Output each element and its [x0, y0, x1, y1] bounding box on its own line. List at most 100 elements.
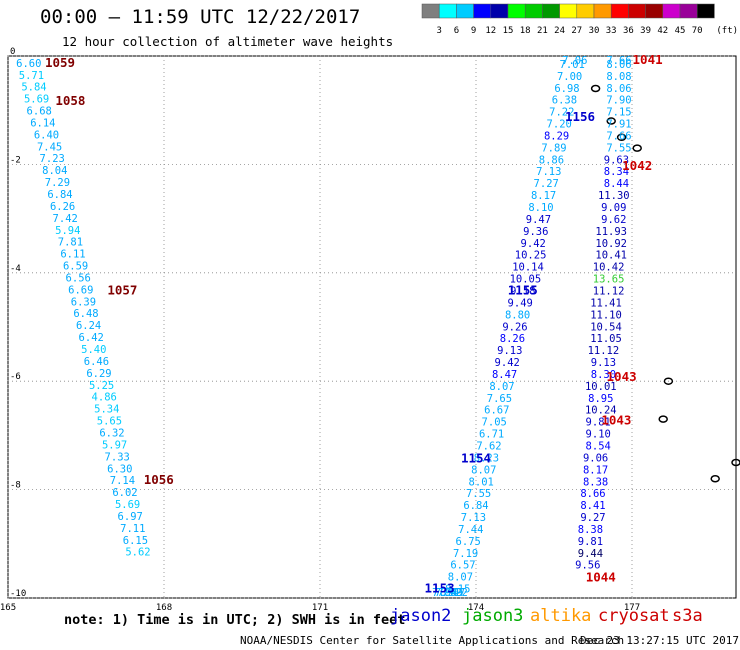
legend-cryosat: cryosat [598, 606, 670, 626]
pass-time-label: 1043 [601, 413, 631, 428]
swh-value: 5.97 [102, 439, 127, 451]
swh-value: 7.23 [40, 153, 65, 165]
swh-value: 7.55 [466, 488, 491, 500]
colorbar-label: 12 [485, 26, 496, 36]
swh-value: 6.98 [554, 83, 579, 95]
swh-value: 8.07 [448, 572, 473, 584]
swh-value: 7.91 [435, 587, 460, 599]
swh-value: 7.22 [443, 587, 468, 599]
credits-text: NOAA/NESDIS Center for Satellite Applica… [240, 634, 625, 647]
swh-value: 6.26 [50, 201, 75, 213]
swh-value: 8.04 [42, 165, 67, 177]
swh-value: 9.49 [508, 297, 533, 309]
colorbar-label: 3 [436, 26, 441, 36]
swh-value: 8.26 [500, 333, 525, 345]
swh-value: 6.14 [30, 117, 55, 129]
swh-value: 7.33 [105, 451, 130, 463]
swh-value: 11.30 [598, 190, 630, 202]
pass-time-label: 1154 [461, 451, 491, 466]
swh-value: 6.24 [76, 320, 101, 332]
swh-value: 9.10 [586, 429, 611, 441]
pass-time-label: 1058 [55, 93, 85, 108]
swh-value: 9.36 [523, 226, 548, 238]
swh-value: 9.81 [578, 536, 603, 548]
y-tick-label: -4 [10, 264, 21, 274]
island-outline [616, 133, 627, 142]
swh-value: 5.84 [21, 82, 46, 94]
swh-value: 8.01 [469, 476, 494, 488]
x-tick-label: 177 [624, 603, 640, 610]
colorbar-legend: 3 6 9 12 15 18 21 24 27 30 33 36 39 42 45 70 (ft) [421, 3, 738, 36]
pass-time-label: 1156 [565, 109, 595, 124]
pass-time-label: 1059 [45, 55, 75, 70]
swh-value: 7.15 [606, 107, 631, 119]
swh-value: 7.00 [557, 71, 582, 83]
swh-value: 10.01 [585, 381, 617, 393]
colorbar-label: 30 [589, 26, 600, 36]
swh-value: 7.20 [547, 119, 572, 131]
swh-value: 8.06 [606, 83, 631, 95]
swh-value: 11.93 [595, 226, 627, 238]
colorbar-label: 24 [554, 26, 565, 36]
swh-value: 9.27 [580, 512, 605, 524]
swh-value: 6.40 [34, 129, 59, 141]
swh-value: 10.25 [515, 250, 547, 262]
swh-value: 8.10 [528, 202, 553, 214]
swh-value: 9.56 [575, 560, 600, 572]
swh-value: 9.81 [586, 417, 611, 429]
swh-value: 8.08 [606, 71, 631, 83]
swh-value: 10.54 [590, 321, 622, 333]
swh-value: 8.17 [531, 190, 556, 202]
swh-value: 8.54 [586, 440, 611, 452]
swh-value: 7.29 [45, 177, 70, 189]
swh-value: 6.39 [71, 296, 96, 308]
swh-value: 6.02 [112, 487, 137, 499]
swh-value: 7.11 [120, 523, 145, 535]
swh-value: 5.69 [115, 499, 140, 511]
swh-value: 8.47 [492, 369, 517, 381]
swh-value: 9.13 [591, 357, 616, 369]
colorbar-label: 70 [692, 26, 703, 36]
swh-value: 8.06 [606, 59, 631, 71]
legend-jason3: jason3 [462, 606, 524, 626]
swh-value: 11.05 [590, 333, 622, 345]
pass-time-label: 1153 [425, 581, 455, 596]
colorbar-label: 6 [454, 26, 459, 36]
swh-value: 8.86 [539, 154, 564, 166]
swh-value: 7.22 [549, 107, 574, 119]
swh-value: 7.55 [606, 142, 631, 154]
swh-value: 11.10 [590, 309, 622, 321]
swh-value: 10.24 [585, 405, 617, 417]
swh-value: 11.41 [590, 297, 622, 309]
swh-value: 7.65 [487, 393, 512, 405]
swh-value: 6.30 [107, 463, 132, 475]
swh-value: 9.26 [502, 321, 527, 333]
swh-value: 6.68 [27, 106, 52, 118]
swh-value: 8.66 [580, 488, 605, 500]
swh-value: 6.29 [86, 368, 111, 380]
swh-value: 4.86 [92, 392, 117, 404]
swh-value: 9.06 [583, 452, 608, 464]
swh-value: 10.92 [595, 238, 627, 250]
legend-jason2: jason2 [390, 606, 452, 626]
swh-value: 8.95 [588, 393, 613, 405]
swh-value: 6.71 [479, 429, 504, 441]
swh-value: 10.14 [512, 262, 544, 274]
swh-value: 7.27 [534, 178, 559, 190]
x-tick-label: 174 [468, 603, 484, 610]
swh-value: 7.66 [606, 130, 631, 142]
swh-value: 8.38 [578, 524, 603, 536]
island-outline [663, 377, 674, 385]
legend-altika: altika [530, 606, 592, 626]
swh-value: 7.13 [536, 166, 561, 178]
swh-value: 5.94 [55, 225, 80, 237]
colorbar-label: 45 [675, 26, 686, 36]
swh-value: 8.07 [440, 587, 465, 599]
swh-value: 6.46 [84, 356, 109, 368]
pass-time-label: 1043 [607, 369, 637, 384]
island-outline [632, 144, 642, 152]
wave-height-map: 165 168 171 174 1770-2-4-6-8-106.605.715.845… [0, 47, 740, 610]
island-outline [710, 475, 720, 483]
y-tick-label: 0 [10, 47, 15, 57]
pass-time-label: 1041 [633, 52, 663, 67]
